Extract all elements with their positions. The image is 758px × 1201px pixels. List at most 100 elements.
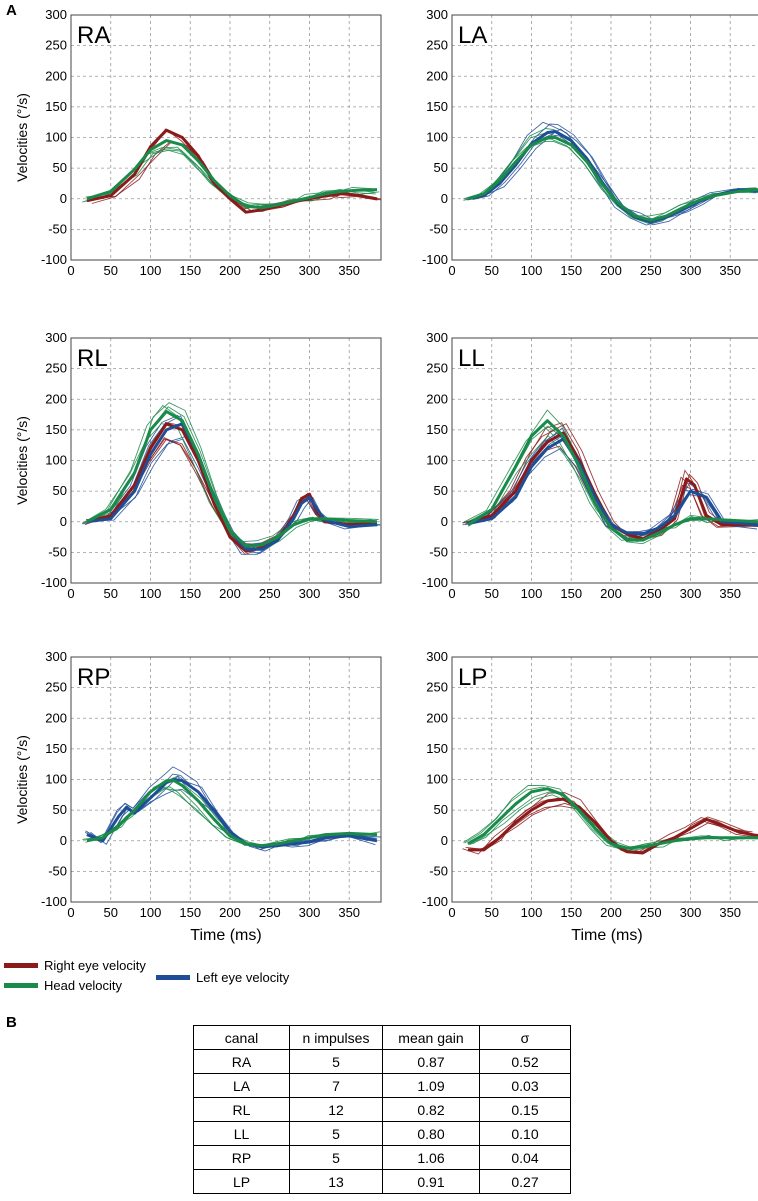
x-tick-label: 250 bbox=[640, 263, 662, 278]
x-tick-label: 250 bbox=[259, 905, 281, 920]
chart-title: RL bbox=[77, 345, 108, 372]
chart-title: LA bbox=[458, 22, 487, 49]
x-tick-label: 300 bbox=[299, 586, 321, 601]
y-tick-label: 0 bbox=[441, 191, 448, 206]
table-cell: 0.91 bbox=[382, 1169, 480, 1194]
y-tick-label: 250 bbox=[45, 680, 67, 695]
y-tick-label: 150 bbox=[45, 99, 67, 114]
y-tick-label: -50 bbox=[48, 544, 67, 559]
x-tick-label: 350 bbox=[338, 586, 360, 601]
x-tick-label: 150 bbox=[560, 905, 582, 920]
y-tick-label: -100 bbox=[41, 252, 67, 267]
table-header-cell: σ bbox=[479, 1025, 571, 1050]
chart-title: LL bbox=[458, 345, 485, 372]
chart-ra: -100 -50 0 50 100 150 200 250 300 0 50 100 150 200 250… bbox=[14, 7, 382, 278]
y-tick-label: 200 bbox=[45, 391, 67, 406]
table-cell: 0.82 bbox=[382, 1097, 480, 1122]
y-tick-label: 300 bbox=[45, 7, 67, 22]
x-tick-label: 0 bbox=[448, 586, 455, 601]
y-tick-label: 200 bbox=[426, 391, 448, 406]
y-tick-label: -100 bbox=[422, 894, 448, 909]
chart-ll: -100 -50 0 50 100 150 200 250 300 0 50 100 150 200 250… bbox=[422, 330, 758, 601]
legend-item-right-eye: Right eye velocity bbox=[4, 958, 146, 973]
y-tick-label: 100 bbox=[45, 772, 67, 787]
x-tick-label: 150 bbox=[560, 263, 582, 278]
traces bbox=[463, 121, 758, 226]
table-cell: 0.15 bbox=[479, 1097, 571, 1122]
table-cell: LA bbox=[193, 1073, 290, 1098]
x-tick-label: 100 bbox=[521, 263, 543, 278]
y-tick-label: 50 bbox=[434, 160, 448, 175]
series-left-mean bbox=[86, 422, 378, 551]
y-tick-label: 250 bbox=[426, 680, 448, 695]
series-left-mean bbox=[467, 129, 758, 224]
table-cell: 0.04 bbox=[479, 1145, 571, 1170]
table-header-cell: n impulses bbox=[289, 1025, 383, 1050]
velocity-charts-panel: -100 -50 0 50 100 150 200 250 300 0 50 100 150 200 250… bbox=[14, 7, 758, 944]
legend-swatch-right-eye bbox=[4, 963, 38, 968]
y-axis-label: Velocities (°/s) bbox=[14, 416, 30, 505]
table-row: LA 7 1.09 0.03 bbox=[193, 1073, 571, 1098]
y-tick-label: 250 bbox=[45, 361, 67, 376]
x-tick-label: 350 bbox=[338, 905, 360, 920]
x-tick-label: 50 bbox=[104, 263, 118, 278]
table-header-row: canal n impulses mean gain σ bbox=[193, 1025, 571, 1050]
y-tick-label: -50 bbox=[429, 221, 448, 236]
y-tick-label: -50 bbox=[429, 863, 448, 878]
y-tick-label: 0 bbox=[60, 514, 67, 529]
trace-head-impulse bbox=[463, 138, 754, 223]
series-head-mean bbox=[86, 779, 378, 848]
x-tick-label: 200 bbox=[219, 586, 241, 601]
y-tick-label: 300 bbox=[426, 7, 448, 22]
x-tick-label: 150 bbox=[179, 905, 201, 920]
y-tick-label: -100 bbox=[422, 252, 448, 267]
y-axis-label: Velocities (°/s) bbox=[14, 93, 30, 182]
table-cell: 0.27 bbox=[479, 1169, 571, 1194]
y-tick-label: 100 bbox=[426, 453, 448, 468]
y-tick-label: 150 bbox=[426, 741, 448, 756]
table-cell: 0.10 bbox=[479, 1121, 571, 1146]
trace-head-impulse bbox=[469, 791, 758, 851]
table-cell: 5 bbox=[289, 1121, 383, 1146]
table-cell: 13 bbox=[289, 1169, 383, 1194]
table-row: RA 5 0.87 0.52 bbox=[193, 1049, 571, 1074]
y-tick-label: 0 bbox=[441, 833, 448, 848]
plot-frame bbox=[451, 656, 758, 903]
traces bbox=[81, 402, 381, 555]
x-tick-label: 200 bbox=[219, 905, 241, 920]
table-cell: 0.52 bbox=[479, 1049, 571, 1074]
series-head-mean bbox=[467, 419, 758, 542]
chart-rl: -100 -50 0 50 100 150 200 250 300 0 50 100 150 200 250… bbox=[14, 330, 382, 601]
x-tick-label: 0 bbox=[448, 905, 455, 920]
trace-left-impulse bbox=[82, 414, 373, 555]
y-tick-label: 0 bbox=[60, 191, 67, 206]
y-tick-label: 150 bbox=[45, 422, 67, 437]
table-row: RL 12 0.82 0.15 bbox=[193, 1097, 571, 1122]
table-cell: 1.09 bbox=[382, 1073, 480, 1098]
legend-swatch-head bbox=[4, 983, 38, 988]
y-tick-label: 300 bbox=[45, 330, 67, 345]
x-tick-label: 250 bbox=[640, 586, 662, 601]
table-row: RP 5 1.06 0.04 bbox=[193, 1145, 571, 1170]
x-tick-label: 250 bbox=[259, 263, 281, 278]
x-tick-label: 300 bbox=[299, 905, 321, 920]
series-right-mean bbox=[467, 797, 758, 855]
x-tick-label: 200 bbox=[600, 263, 622, 278]
y-tick-label: 250 bbox=[426, 38, 448, 53]
legend-label-right-eye: Right eye velocity bbox=[44, 958, 146, 973]
table-cell: RL bbox=[193, 1097, 290, 1122]
legend-label-head: Head velocity bbox=[44, 978, 123, 993]
y-tick-label: 50 bbox=[434, 802, 448, 817]
series-left-mean bbox=[467, 437, 758, 536]
x-tick-label: 300 bbox=[680, 905, 702, 920]
y-tick-label: 300 bbox=[45, 649, 67, 664]
x-tick-label: 200 bbox=[600, 586, 622, 601]
x-tick-label: 300 bbox=[680, 263, 702, 278]
series-head-mean bbox=[467, 136, 758, 222]
y-tick-label: 200 bbox=[426, 68, 448, 83]
y-tick-label: -50 bbox=[429, 544, 448, 559]
table-cell: 5 bbox=[289, 1145, 383, 1170]
x-tick-label: 50 bbox=[485, 263, 499, 278]
x-tick-label: 100 bbox=[140, 905, 162, 920]
y-tick-label: 200 bbox=[45, 710, 67, 725]
